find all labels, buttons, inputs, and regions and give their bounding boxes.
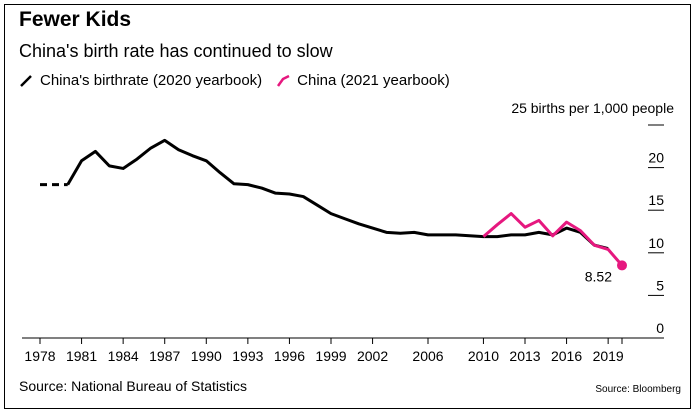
legend-swatch-magenta-icon xyxy=(277,74,290,87)
chart-subtitle: China's birth rate has continued to slow xyxy=(19,41,333,61)
legend-label-2020-yearbook: China's birthrate (2020 yearbook) xyxy=(40,72,263,89)
y-tick-label: 20 xyxy=(648,150,664,166)
x-tick-label: 2002 xyxy=(357,348,388,364)
x-tick-label: 1993 xyxy=(232,348,263,364)
legend-item-2021-yearbook: China (2021 yearbook) xyxy=(276,72,450,89)
source-note: Source: National Bureau of Statistics xyxy=(19,378,248,394)
x-tick-label: 1990 xyxy=(191,348,222,364)
y-axis-top-label: 25 births per 1,000 people xyxy=(511,100,674,116)
chart-series xyxy=(40,138,624,267)
x-tick-label: 1978 xyxy=(24,348,55,364)
x-tick-label: 1999 xyxy=(315,348,346,364)
x-tick-label: 2013 xyxy=(509,348,540,364)
credit-note: Source: Bloomberg xyxy=(595,384,681,395)
chart-title: Fewer Kids xyxy=(19,8,132,31)
y-tick-label: 0 xyxy=(656,320,664,336)
end-value-label: 8.52 xyxy=(585,268,612,284)
x-tick-label: 1987 xyxy=(149,348,180,364)
chart-axes: 1978 1981 1984 1987 1990 1993 1996 1999 2002 2006… xyxy=(22,100,674,364)
y-tick-label: 10 xyxy=(648,235,664,251)
chart-annotations: 8.52 xyxy=(585,260,627,284)
y-tick-label: 5 xyxy=(656,277,664,293)
legend-label-2021-yearbook: China (2021 yearbook) xyxy=(297,72,450,89)
legend: China's birthrate (2020 yearbook) China … xyxy=(19,72,464,89)
x-tick-label: 2010 xyxy=(468,348,499,364)
y-tick-label: 15 xyxy=(648,192,664,208)
legend-item-2020-yearbook: China's birthrate (2020 yearbook) xyxy=(19,72,262,89)
x-tick-label: 1996 xyxy=(274,348,305,364)
x-tick-label: 2016 xyxy=(551,348,582,364)
x-tick-label: 2006 xyxy=(412,348,443,364)
series-line-0 xyxy=(66,138,609,250)
x-tick-label: 1981 xyxy=(66,348,97,364)
end-point-marker xyxy=(617,260,627,271)
chart-frame xyxy=(4,4,691,409)
x-tick-label: 1984 xyxy=(108,348,139,364)
x-tick-label: 2019 xyxy=(593,348,624,364)
legend-swatch-black-icon xyxy=(20,74,32,87)
series-line-1 xyxy=(482,212,624,267)
